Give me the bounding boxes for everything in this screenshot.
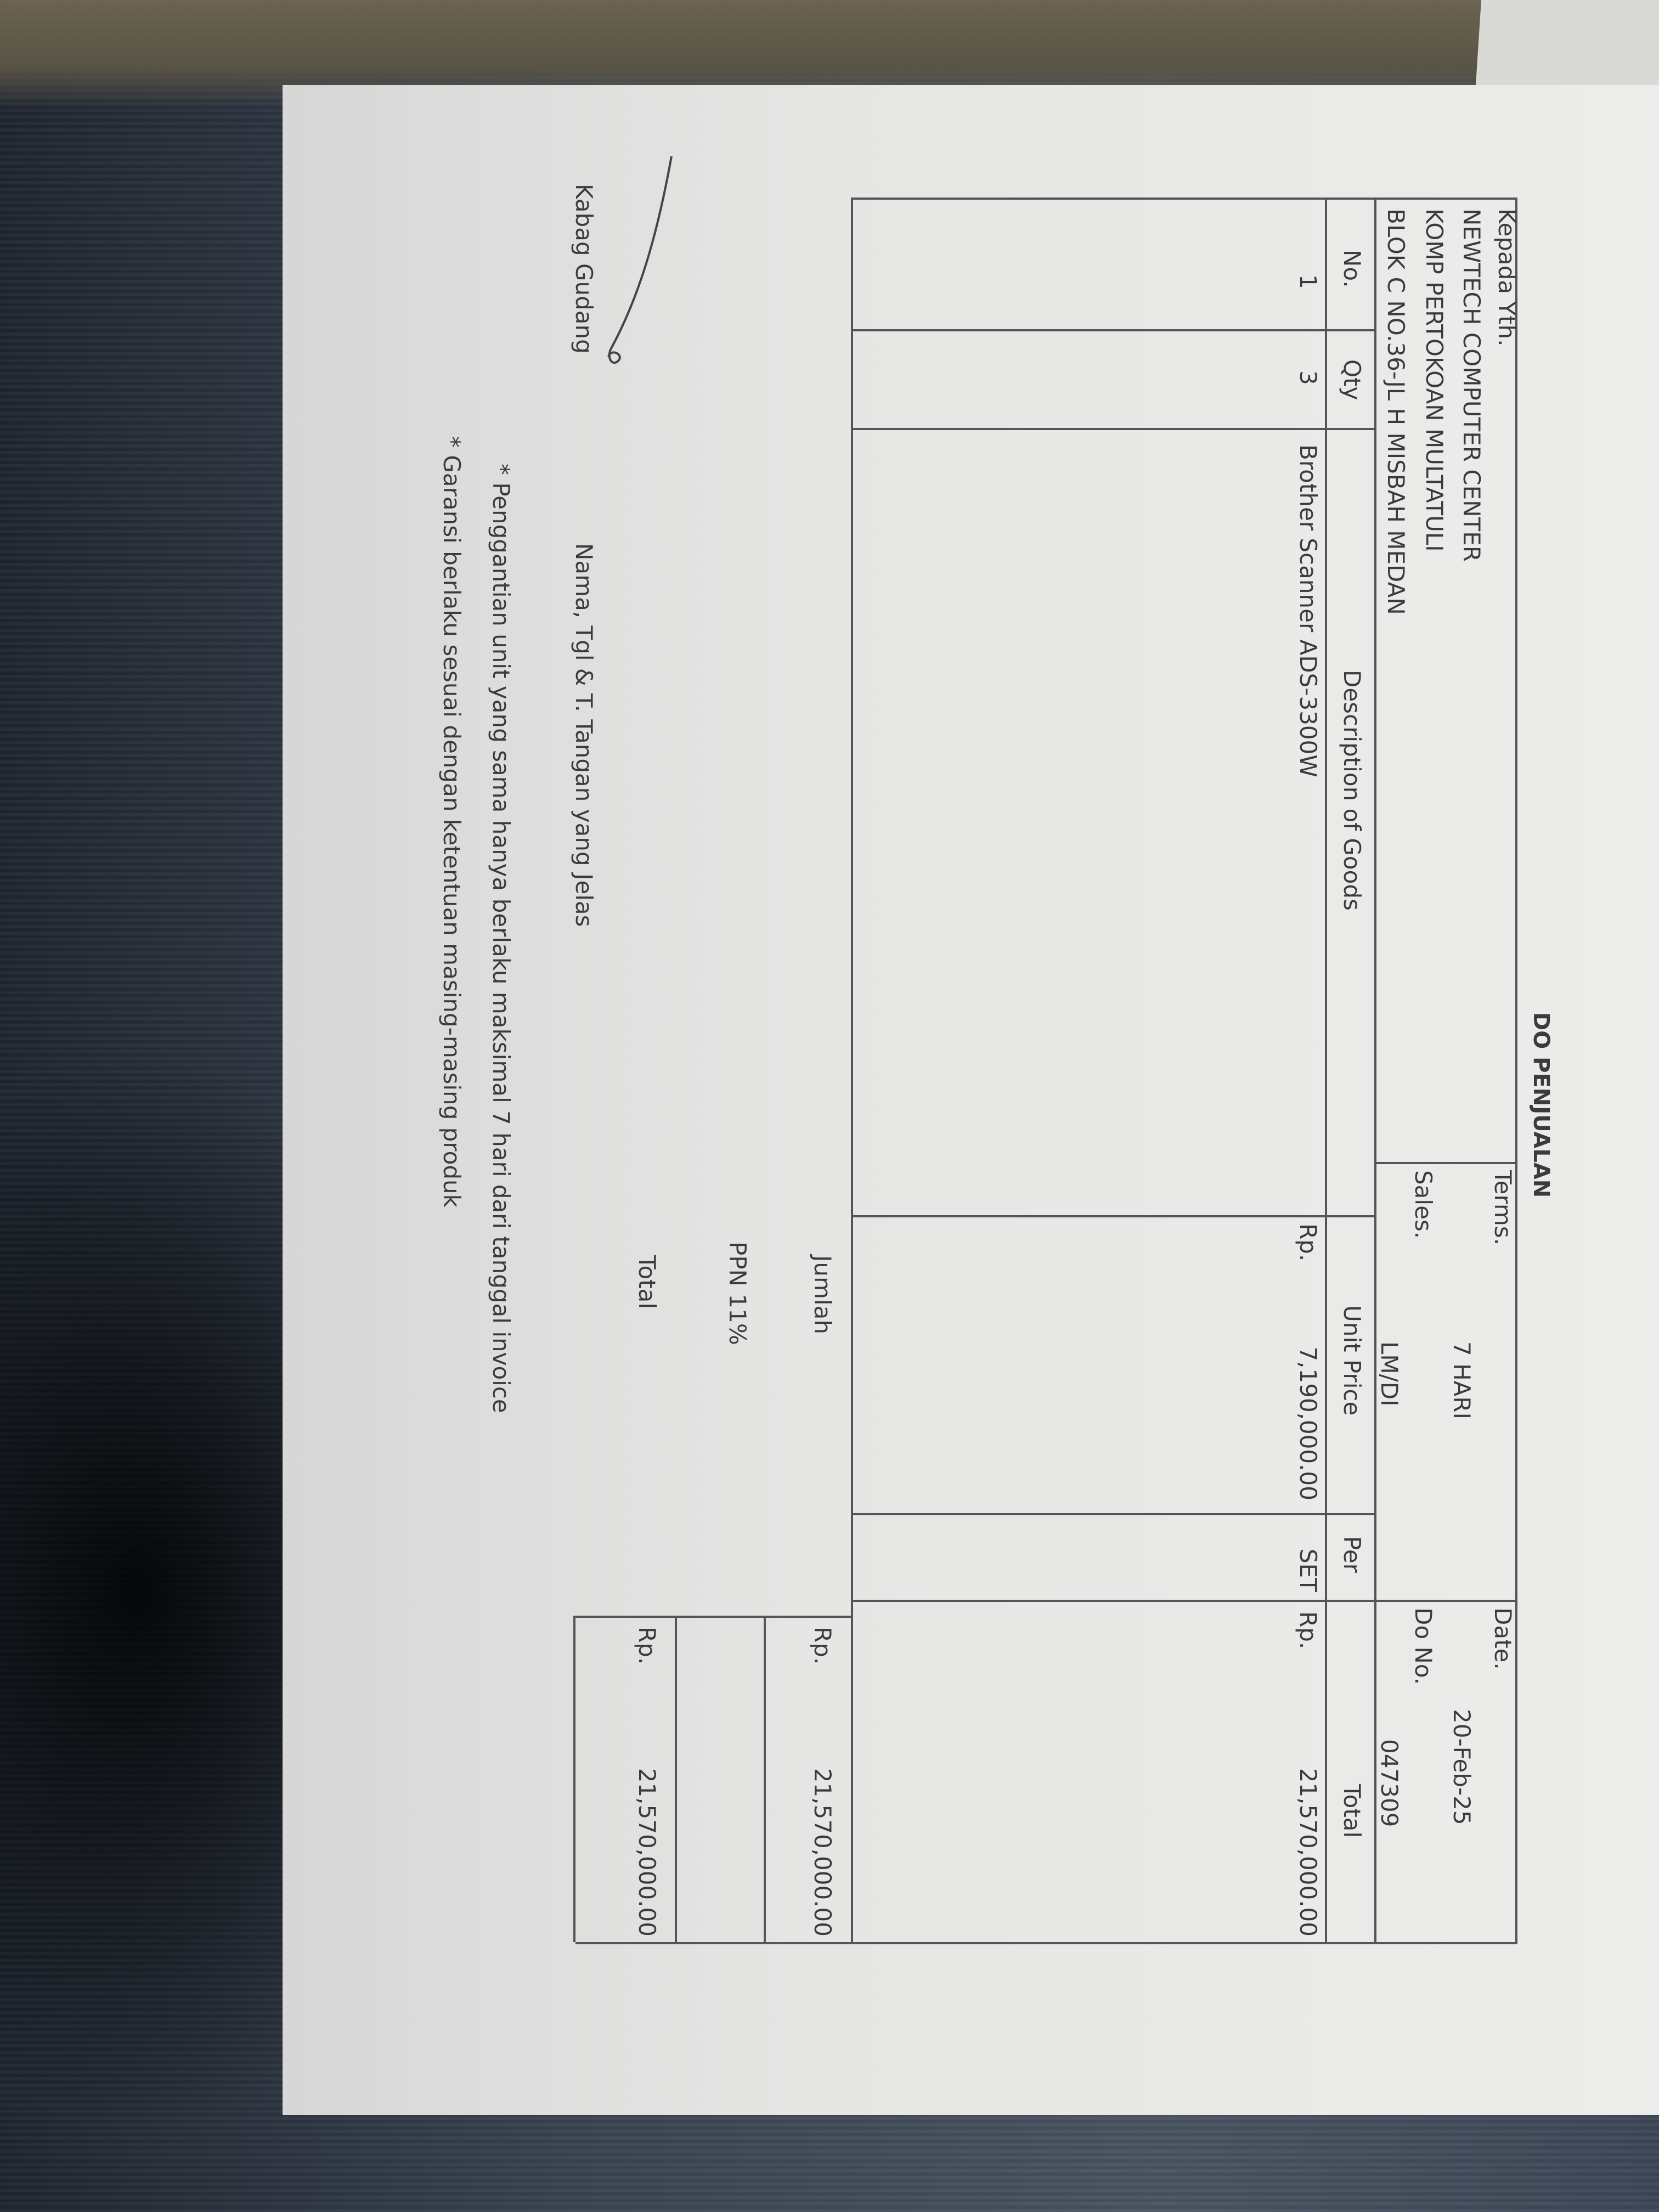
- row-total-currency: Rp.: [1295, 1611, 1322, 1650]
- table-border-left: [853, 198, 1517, 200]
- terms-value: 7 HARI: [1448, 1341, 1475, 1419]
- description-column-divider: [853, 1215, 1376, 1217]
- signature-role: Kabag Gudang: [571, 184, 597, 354]
- ppn-label: PPN 11%: [724, 1242, 751, 1345]
- column-header-qty: Qty: [1339, 359, 1365, 400]
- row-description: Brother Scanner ADS-3300W: [1295, 444, 1322, 777]
- row-unit-price-currency: Rp.: [1295, 1223, 1322, 1262]
- table-border-bottom: [851, 198, 853, 1942]
- summary-box-left: [575, 1616, 853, 1618]
- unit-price-column-divider: [853, 1513, 1376, 1515]
- jumlah-label: Jumlah: [809, 1255, 836, 1334]
- total-currency: Rp.: [634, 1627, 661, 1665]
- row-total: 21,570,000.00: [1295, 1768, 1322, 1937]
- date-divider: [1376, 1600, 1517, 1602]
- qty-column-divider: [853, 428, 1376, 430]
- column-header-description: Description of Goods: [1339, 670, 1365, 911]
- signature-instruction: Nama, Tgl & T. Tangan yang Jelas: [571, 543, 597, 927]
- recipient-line: NEWTECH COMPUTER CENTER: [1458, 208, 1485, 562]
- do-no-label: Do No.: [1410, 1607, 1437, 1685]
- column-header-per: Per: [1339, 1536, 1365, 1573]
- column-header-divider: [1325, 198, 1327, 1942]
- recipient-label: Kepada Yth.: [1493, 208, 1520, 347]
- sales-label: Sales.: [1410, 1170, 1437, 1239]
- delivery-order-document: DO PENJUALAN Kepada Yth. NEWTECH COMPUTE…: [283, 85, 1659, 2115]
- terms-label: Terms.: [1489, 1170, 1516, 1246]
- document-title: DO PENJUALAN: [1528, 1012, 1554, 1198]
- total-value: 21,570,000.00: [634, 1768, 661, 1937]
- jumlah-value: 21,570,000.00: [809, 1768, 836, 1937]
- total-label: Total: [634, 1255, 661, 1310]
- summary-divider-2: [675, 1616, 677, 1942]
- terms-divider: [1376, 1162, 1517, 1164]
- row-per: SET: [1295, 1549, 1322, 1592]
- recipient-line: KOMP PERTOKOAN MULTATULI: [1421, 208, 1448, 552]
- date-value: 20-Feb-25: [1448, 1709, 1475, 1825]
- column-header-no: No.: [1339, 250, 1365, 288]
- no-column-divider: [853, 329, 1376, 331]
- row-unit-price: 7,190,000.00: [1295, 1346, 1322, 1500]
- signature-scribble: [607, 156, 673, 364]
- jumlah-currency: Rp.: [809, 1627, 836, 1665]
- column-header-unit-price: Unit Price: [1339, 1305, 1365, 1416]
- summary-divider-1: [764, 1616, 766, 1942]
- table-border-right: [575, 1942, 1517, 1944]
- header-divider: [1374, 198, 1376, 1942]
- sales-value: LM/DI: [1376, 1341, 1403, 1407]
- recipient-line: BLOK C NO.36-JL H MISBAH MEDAN: [1383, 208, 1409, 615]
- row-no: 1: [1295, 274, 1322, 289]
- date-label: Date.: [1489, 1607, 1516, 1670]
- table-border-top: [1515, 198, 1517, 1942]
- note: * Penggantian unit yang sama hanya berla…: [488, 464, 515, 1413]
- row-qty: 3: [1295, 370, 1322, 385]
- do-no-value: 047309: [1376, 1739, 1403, 1827]
- per-column-divider: [853, 1600, 1376, 1602]
- summary-box-bottom: [573, 1616, 575, 1942]
- note: * Garansi berlaku sesuai dengan ketentua…: [438, 436, 465, 1207]
- column-header-total: Total: [1339, 1784, 1365, 1838]
